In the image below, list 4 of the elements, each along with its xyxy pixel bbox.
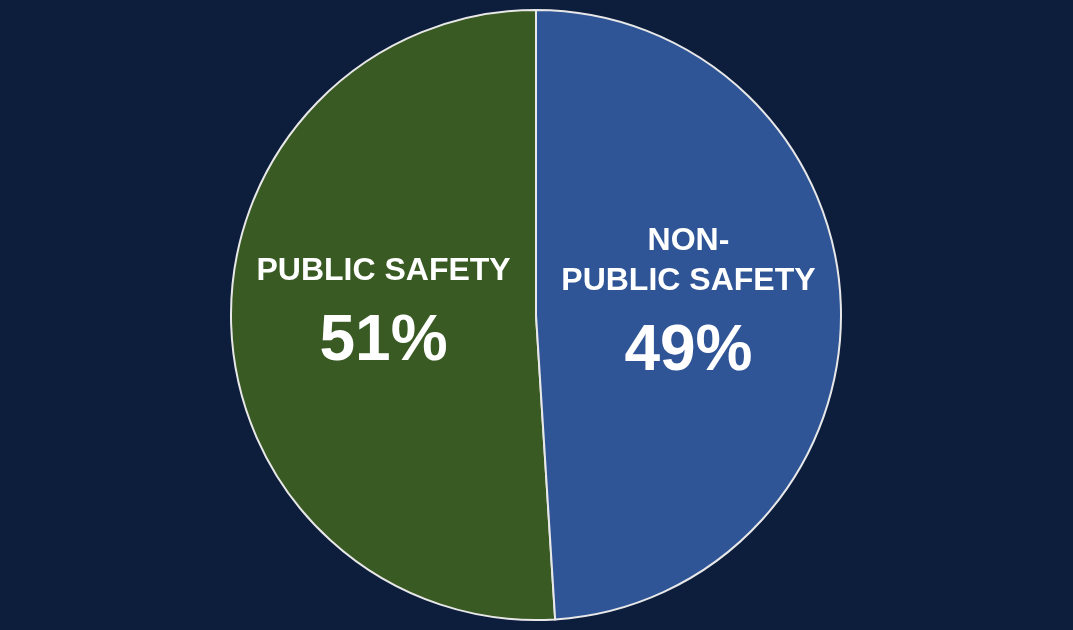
slice-label: NON-PUBLIC SAFETY xyxy=(561,221,816,298)
slice-label: PUBLIC SAFETY xyxy=(256,250,511,287)
data-label: 49% xyxy=(624,312,753,385)
data-label: 51% xyxy=(319,301,448,374)
